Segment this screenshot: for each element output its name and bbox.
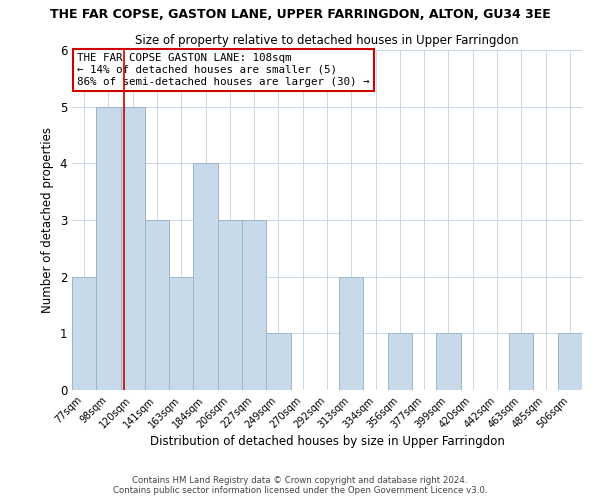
Bar	[339, 276, 364, 390]
Bar	[121, 106, 145, 390]
Text: THE FAR COPSE GASTON LANE: 108sqm
← 14% of detached houses are smaller (5)
86% o: THE FAR COPSE GASTON LANE: 108sqm ← 14% …	[77, 54, 370, 86]
Bar	[509, 334, 533, 390]
Bar	[388, 334, 412, 390]
X-axis label: Distribution of detached houses by size in Upper Farringdon: Distribution of detached houses by size …	[149, 436, 505, 448]
Text: THE FAR COPSE, GASTON LANE, UPPER FARRINGDON, ALTON, GU34 3EE: THE FAR COPSE, GASTON LANE, UPPER FARRIN…	[50, 8, 550, 20]
Bar	[242, 220, 266, 390]
Bar	[218, 220, 242, 390]
Bar	[169, 276, 193, 390]
Bar	[193, 164, 218, 390]
Bar	[436, 334, 461, 390]
Bar	[558, 334, 582, 390]
Text: Contains HM Land Registry data © Crown copyright and database right 2024.
Contai: Contains HM Land Registry data © Crown c…	[113, 476, 487, 495]
Bar	[72, 276, 96, 390]
Y-axis label: Number of detached properties: Number of detached properties	[41, 127, 54, 313]
Bar	[145, 220, 169, 390]
Bar	[266, 334, 290, 390]
Bar	[96, 106, 121, 390]
Title: Size of property relative to detached houses in Upper Farringdon: Size of property relative to detached ho…	[135, 34, 519, 48]
